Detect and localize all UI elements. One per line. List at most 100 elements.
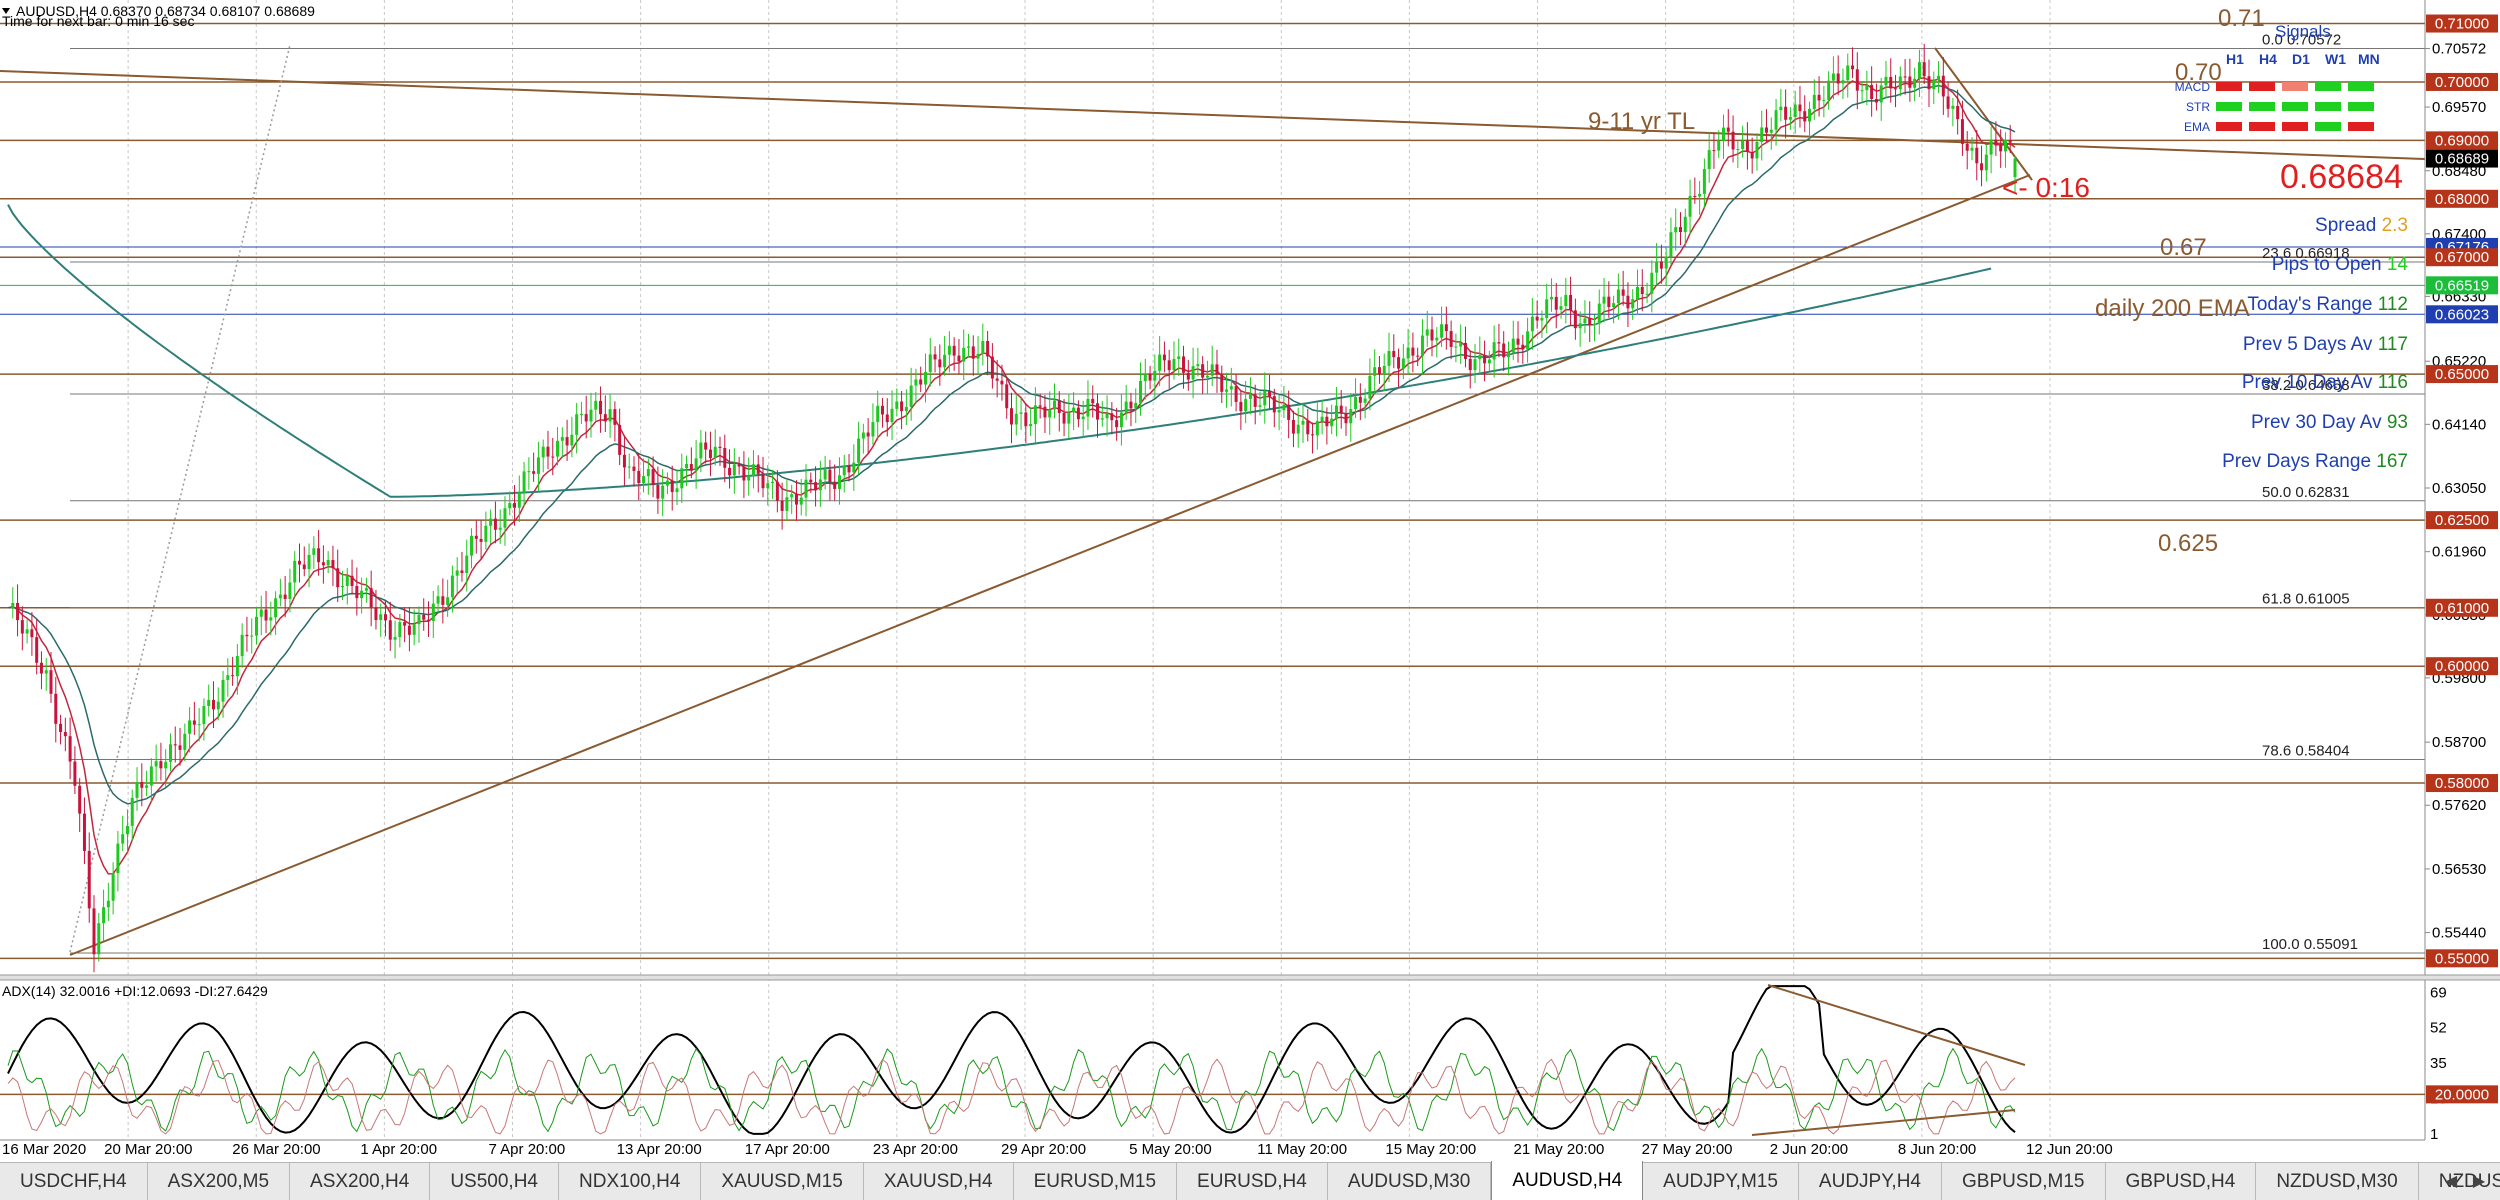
- falling-trendline: [1934, 47, 2033, 181]
- tab-gbpusd-h4[interactable]: GBPUSD,H4: [2106, 1163, 2257, 1200]
- candle: [364, 577, 368, 603]
- candle: [1860, 80, 1864, 104]
- candle: [546, 430, 550, 470]
- candle: [513, 484, 517, 526]
- candle: [1616, 273, 1620, 320]
- tab-asx200-h4[interactable]: ASX200,H4: [290, 1163, 431, 1200]
- tab-audjpy-m15[interactable]: AUDJPY,M15: [1643, 1163, 1799, 1200]
- tab-audjpy-h4[interactable]: AUDJPY,H4: [1799, 1163, 1943, 1200]
- candle: [1416, 347, 1420, 367]
- candle: [2003, 132, 2007, 168]
- candle: [1741, 125, 1745, 158]
- candle: [1793, 90, 1797, 134]
- candle: [517, 475, 521, 522]
- candle: [474, 520, 478, 554]
- candle: [39, 651, 43, 690]
- level-067-label: 0.67: [2160, 234, 2207, 261]
- candle: [584, 395, 588, 439]
- price-level-box: 0.58000: [2426, 774, 2498, 793]
- candle: [962, 329, 966, 381]
- tab-ndx100-h4[interactable]: NDX100,H4: [559, 1163, 702, 1200]
- candle: [1134, 388, 1138, 424]
- candle: [532, 452, 536, 482]
- vertical-grid: [127, 0, 2051, 1140]
- candle: [536, 441, 540, 492]
- adx-label: ADX(14) 32.0016 +DI:12.0693 -DI:27.6429: [2, 983, 268, 999]
- time-tick-label: 13 Apr 20:00: [617, 1141, 702, 1158]
- candle: [541, 439, 545, 473]
- tab-eurusd-h4[interactable]: EURUSD,H4: [1177, 1163, 1328, 1200]
- tab-scroll-right-icon[interactable]: ▶: [2472, 1173, 2486, 1190]
- tab-gbpusd-m15[interactable]: GBPUSD,M15: [1942, 1163, 2106, 1200]
- fib-level-label: 0.0 0.70572: [2262, 32, 2341, 49]
- fib-dotted-line: [69, 44, 291, 953]
- signal-cell: [2348, 122, 2374, 131]
- candle: [1033, 387, 1037, 443]
- candle: [1325, 407, 1329, 445]
- time-tick-label: 8 Jun 20:00: [1898, 1141, 1976, 1158]
- candle: [943, 336, 947, 376]
- signal-timeframe-label: D1: [2292, 51, 2310, 67]
- signal-cell: [2315, 122, 2341, 131]
- candle: [20, 606, 24, 651]
- candle: [1162, 341, 1166, 373]
- candle: [756, 455, 760, 493]
- candle: [1846, 53, 1850, 98]
- candle: [1745, 122, 1749, 170]
- candle: [1000, 364, 1004, 401]
- tab-nzdusd-m30[interactable]: NZDUSD,M30: [2256, 1163, 2419, 1200]
- tab-asx200-m5[interactable]: ASX200,M5: [148, 1163, 291, 1200]
- candle: [216, 687, 220, 721]
- candle: [341, 570, 344, 601]
- level-lines: [0, 22, 2425, 960]
- candle: [1640, 269, 1644, 312]
- candle: [1354, 378, 1358, 418]
- candle: [135, 767, 139, 811]
- tab-nzdusd-h4[interactable]: NZDUSD,H4: [2419, 1163, 2500, 1200]
- candle: [168, 733, 172, 772]
- candle: [350, 559, 354, 595]
- candle: [403, 607, 407, 643]
- candle: [1296, 407, 1300, 448]
- candle: [1827, 71, 1831, 110]
- candle: [1526, 317, 1530, 363]
- candle: [1559, 296, 1563, 319]
- candle: [1980, 145, 1984, 187]
- price-level-box: 0.68000: [2426, 189, 2498, 208]
- candle: [1808, 101, 1812, 141]
- candle: [527, 457, 531, 490]
- price-level-box: 0.62500: [2426, 511, 2498, 529]
- candle: [264, 590, 268, 634]
- svg-text:20.0000: 20.0000: [2435, 1086, 2489, 1103]
- triangle-down-icon[interactable]: [2, 8, 10, 14]
- price-level-box: 0.68689: [2426, 149, 2498, 168]
- signal-timeframe-label: W1: [2325, 51, 2346, 67]
- candle: [374, 589, 378, 630]
- candle: [1941, 57, 1945, 115]
- candle: [1363, 388, 1367, 419]
- candle: [111, 862, 115, 915]
- tab-usdchf-h4[interactable]: USDCHF,H4: [0, 1163, 148, 1200]
- tab-scroll-left-icon[interactable]: ◀: [2444, 1173, 2458, 1190]
- candle: [857, 421, 861, 476]
- time-tick-label: 29 Apr 20:00: [1001, 1141, 1086, 1158]
- candle: [794, 480, 798, 521]
- tab-audusd-m30[interactable]: AUDUSD,M30: [1328, 1163, 1492, 1200]
- price-axis: 0.705720.695700.684800.674000.663300.652…: [2425, 41, 2486, 942]
- tab-audusd-h4[interactable]: AUDUSD,H4: [1491, 1161, 1644, 1200]
- candle: [1459, 324, 1463, 365]
- tab-us500-h4[interactable]: US500,H4: [430, 1163, 559, 1200]
- candle: [976, 336, 980, 375]
- candle: [1205, 360, 1209, 395]
- candle: [670, 465, 674, 511]
- tab-xauusd-m15[interactable]: XAUUSD,M15: [701, 1163, 864, 1200]
- tab-xauusd-h4[interactable]: XAUUSD,H4: [864, 1163, 1014, 1200]
- candle: [1100, 400, 1104, 427]
- price-level-box: 0.61000: [2426, 598, 2498, 617]
- svg-text:0.65000: 0.65000: [2435, 366, 2489, 383]
- candle: [1253, 384, 1257, 425]
- tab-eurusd-m15[interactable]: EURUSD,M15: [1014, 1163, 1178, 1200]
- price-tick-label: 0.69570: [2432, 99, 2486, 116]
- candle: [771, 469, 775, 499]
